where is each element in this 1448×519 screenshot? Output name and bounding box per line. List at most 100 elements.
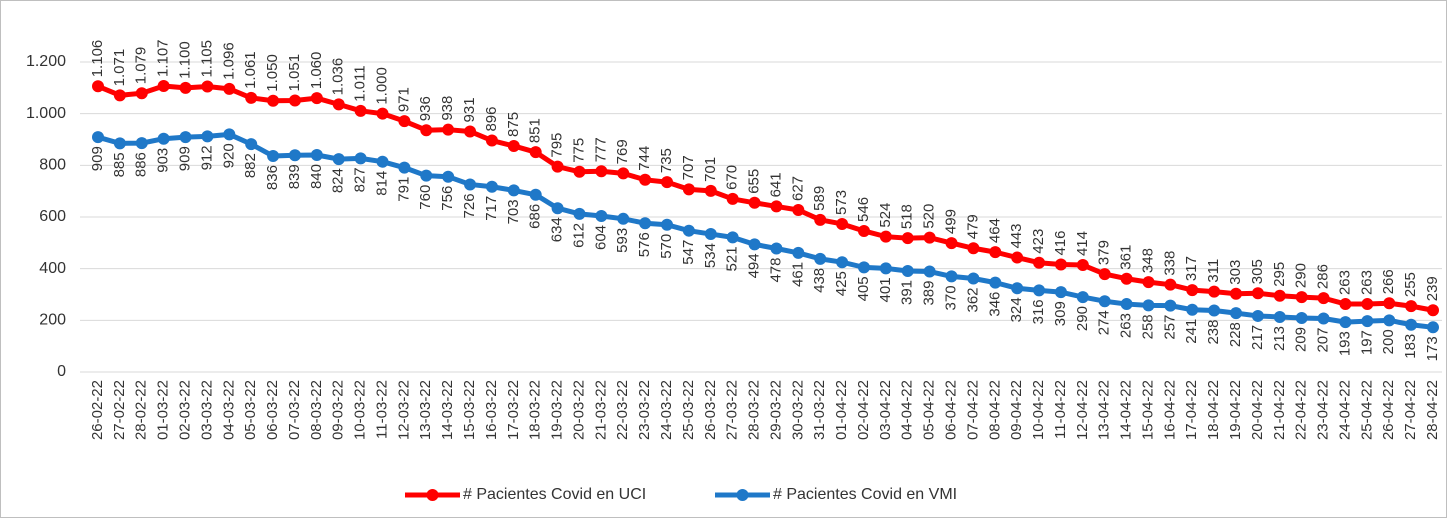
y-tick-label: 1.000	[26, 105, 66, 122]
point	[1251, 309, 1264, 322]
data-label: 305	[1249, 259, 1266, 284]
data-label: 931	[461, 97, 478, 122]
x-tick-label: 14-03-22	[439, 380, 456, 440]
data-label: 405	[855, 276, 872, 301]
data-label: 756	[439, 186, 456, 211]
point	[551, 202, 564, 215]
point	[661, 176, 674, 189]
x-tick-label: 07-03-22	[286, 380, 303, 440]
point	[92, 80, 104, 93]
point	[1033, 256, 1046, 269]
data-label: 217	[1249, 325, 1266, 350]
point	[1186, 284, 1199, 297]
data-label: 520	[921, 204, 938, 229]
data-label: 263	[1336, 270, 1353, 295]
x-tick-label: 05-04-22	[921, 380, 938, 440]
data-label: 193	[1336, 331, 1353, 356]
x-tick-label: 23-04-22	[1315, 380, 1332, 440]
data-label: 546	[855, 197, 872, 222]
x-tick-label: 01-04-22	[833, 380, 850, 440]
point	[1142, 276, 1155, 289]
data-label: 303	[1227, 260, 1244, 285]
data-label: 655	[746, 169, 763, 194]
point	[1339, 316, 1352, 329]
x-tick-label: 12-04-22	[1074, 380, 1091, 440]
point	[398, 161, 411, 174]
point	[1164, 299, 1177, 312]
x-tick-label: 15-04-22	[1139, 380, 1156, 440]
x-tick-label: 03-03-22	[198, 380, 215, 440]
data-label: 389	[921, 281, 938, 306]
point	[310, 149, 323, 161]
x-tick-label: 24-04-22	[1336, 380, 1353, 440]
data-label: 258	[1139, 314, 1156, 339]
point	[792, 246, 805, 259]
data-label: 791	[395, 177, 412, 202]
data-label: 882	[242, 153, 259, 178]
data-label: 912	[198, 145, 215, 170]
point	[879, 262, 892, 275]
point	[617, 212, 630, 225]
data-label: 612	[570, 223, 587, 248]
point	[1339, 298, 1352, 311]
point	[1273, 310, 1286, 323]
data-label: 348	[1139, 248, 1156, 273]
x-tick-label: 26-03-22	[702, 380, 719, 440]
x-tick-label: 05-03-22	[242, 380, 259, 440]
data-label: 1.096	[220, 42, 237, 80]
point	[135, 137, 148, 150]
point	[1120, 298, 1133, 311]
y-tick-label: 400	[39, 260, 66, 277]
data-label: 499	[942, 209, 959, 234]
point	[1361, 298, 1374, 311]
data-label: 1.000	[373, 67, 390, 105]
x-tick-label: 09-04-22	[1008, 380, 1025, 440]
data-label: 1.011	[352, 65, 369, 101]
point	[1317, 312, 1330, 325]
data-label: 896	[483, 107, 500, 132]
data-label: 775	[570, 138, 587, 163]
point	[967, 272, 980, 285]
data-label: 207	[1315, 328, 1332, 353]
point	[1427, 304, 1439, 317]
x-tick-label: 06-04-22	[942, 380, 959, 440]
data-label: 971	[395, 87, 412, 112]
point	[989, 246, 1002, 259]
point	[245, 138, 258, 151]
point	[726, 231, 739, 244]
data-label: 173	[1424, 336, 1441, 361]
point	[901, 264, 914, 277]
x-tick-label: 01-03-22	[155, 380, 172, 440]
data-label: 255	[1402, 272, 1419, 297]
data-label: 547	[680, 240, 697, 265]
point	[1098, 295, 1111, 308]
point	[945, 237, 958, 250]
data-label: 266	[1380, 269, 1397, 294]
data-label: 311	[1205, 259, 1222, 283]
data-label: 401	[877, 277, 894, 302]
x-tick-label: 04-03-22	[220, 380, 237, 440]
point	[726, 192, 739, 205]
data-label: 370	[942, 285, 959, 310]
data-label: 200	[1380, 329, 1397, 354]
data-label: 840	[308, 164, 325, 189]
point	[1076, 259, 1089, 272]
point	[420, 169, 433, 182]
x-tick-label: 10-04-22	[1030, 380, 1047, 440]
data-label: 938	[439, 96, 456, 121]
data-label: 263	[1118, 313, 1135, 338]
x-tick-label: 21-04-22	[1271, 380, 1288, 440]
x-tick-label: 26-04-22	[1380, 380, 1397, 440]
point	[201, 80, 214, 93]
x-tick-label: 18-04-22	[1205, 380, 1222, 440]
point	[639, 173, 652, 186]
point	[704, 184, 717, 197]
point	[529, 188, 542, 201]
data-label: 1.051	[286, 54, 303, 92]
point	[1251, 287, 1264, 300]
y-tick-label: 0	[57, 363, 66, 380]
point	[1142, 299, 1155, 312]
point	[1405, 300, 1418, 313]
x-tick-label: 26-02-22	[89, 380, 106, 440]
